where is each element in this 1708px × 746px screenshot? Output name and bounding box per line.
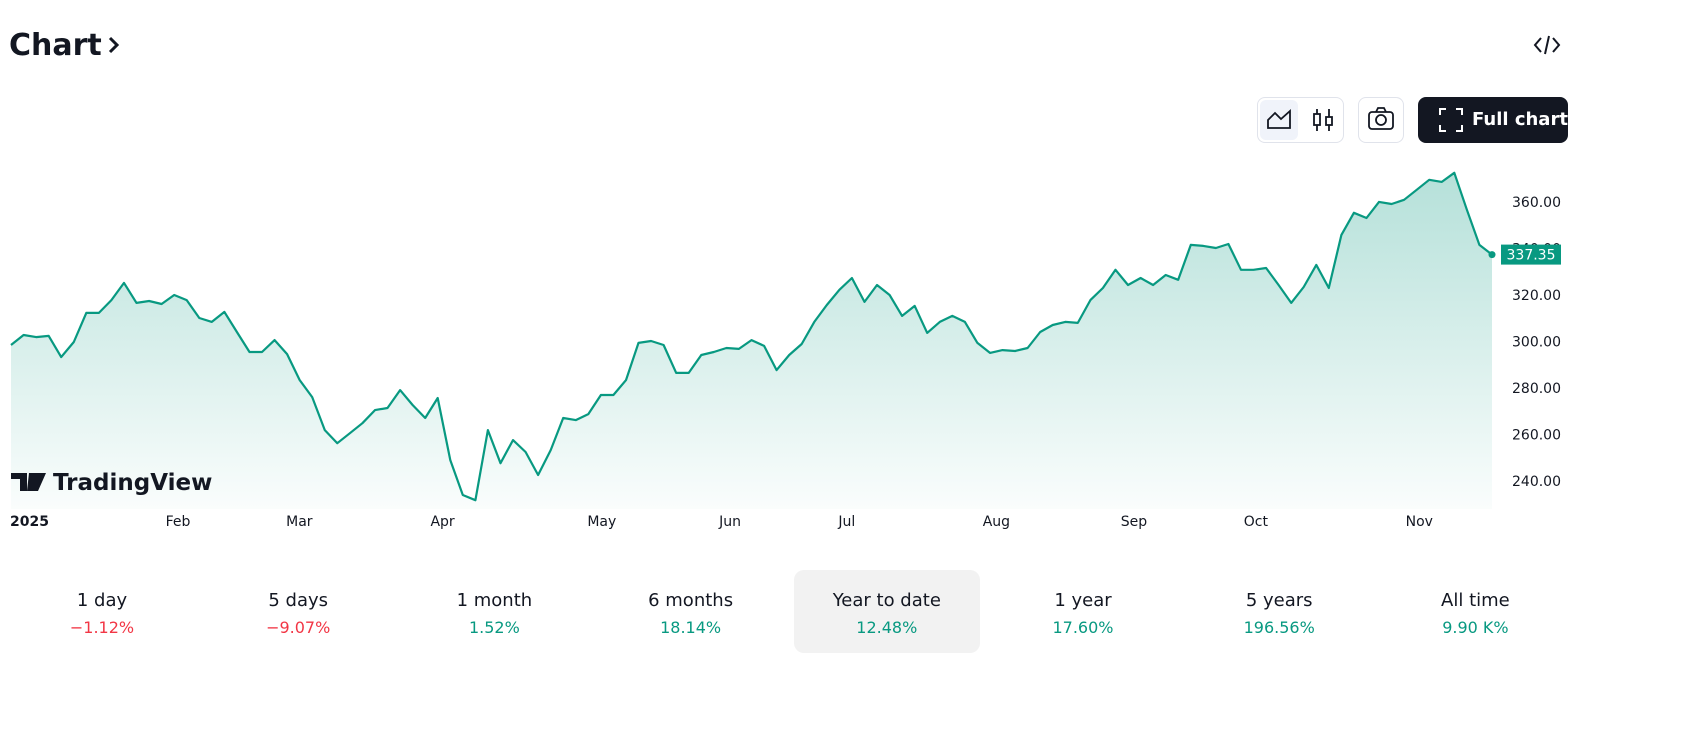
x-tick-label: 2025 [10,514,49,530]
snapshot-button[interactable] [1358,97,1404,143]
period-label[interactable]: 1 month [456,590,533,611]
period-tab[interactable]: All time 9.90 K% [1382,570,1568,653]
period-tab[interactable]: 6 months 18.14% [598,570,784,653]
price-line [10,171,1493,502]
x-tick-label: Jun [718,514,741,530]
embed-icon[interactable] [1533,33,1561,57]
period-change[interactable]: −9.07% [266,618,331,637]
candle-style-button[interactable] [1303,100,1341,140]
camera-icon [1368,107,1394,130]
x-tick-label: Mar [286,514,313,530]
period-tab[interactable]: 1 month 1.52% [401,570,587,653]
period-label[interactable]: All time [1441,590,1510,611]
y-tick-label: 280.00 [1512,381,1561,397]
period-label[interactable]: Year to date [832,590,941,611]
chevron [108,36,119,54]
y-tick-label: 240.00 [1512,474,1561,490]
watermark-logo [11,473,46,491]
x-tick-label: Sep [1121,514,1148,530]
y-tick-label: 260.00 [1512,428,1561,444]
period-label[interactable]: 6 months [648,590,734,611]
last-point [1488,251,1496,259]
title[interactable]: Chart [9,28,122,63]
period-change[interactable]: 196.56% [1243,618,1315,637]
x-tick-label: Aug [983,514,1010,530]
period-change[interactable]: 18.14% [660,618,722,637]
period-tab[interactable]: 1 day −1.12% [9,570,195,653]
x-tick-label: Nov [1406,514,1433,530]
y-tick-label: 320.00 [1512,288,1561,304]
period-label[interactable]: 1 year [1054,590,1112,611]
x-tick-label: May [587,514,616,530]
chart-style-group [1257,97,1344,143]
period-tab[interactable]: 5 years 196.56% [1186,570,1372,653]
x-tick-label: Apr [430,514,454,530]
period-label[interactable]: 1 day [76,590,128,611]
period-change[interactable]: 9.90 K% [1442,618,1509,637]
title-text[interactable]: Chart [9,28,102,63]
period-tab[interactable]: 5 days −9.07% [205,570,391,653]
period-tab[interactable]: 1 year 17.60% [990,570,1176,653]
full-chart-label[interactable]: Full chart [1472,109,1568,130]
x-tick-label: Jul [837,514,855,530]
y-tick-label: 300.00 [1512,334,1561,350]
period-change[interactable]: 17.60% [1052,618,1114,637]
period-change[interactable]: −1.12% [69,618,135,637]
period-label[interactable]: 5 days [268,590,329,611]
watermark: TradingView [11,470,212,496]
line-icon [1267,108,1291,129]
x-tick-label: Feb [166,514,191,530]
watermark-text: TradingView [53,470,212,496]
full-chart-button[interactable]: Full chart [1418,97,1568,143]
x-tick-label: Oct [1244,514,1269,530]
period-tab[interactable]: Year to date 12.48% [793,570,980,653]
period-change[interactable]: 1.52% [468,618,520,637]
price-label: 337.35 [1507,248,1556,264]
y-tick-label: 360.00 [1512,195,1561,211]
period-label[interactable]: 5 years [1245,590,1313,611]
price-label-box [1501,244,1561,265]
fullscreen-icon [1439,108,1463,132]
chart: TradingView 240.00 260.00 280.00 300.00 320.… [10,171,1561,530]
period-change[interactable]: 12.48% [856,618,918,637]
line-style-button[interactable] [1260,100,1298,140]
